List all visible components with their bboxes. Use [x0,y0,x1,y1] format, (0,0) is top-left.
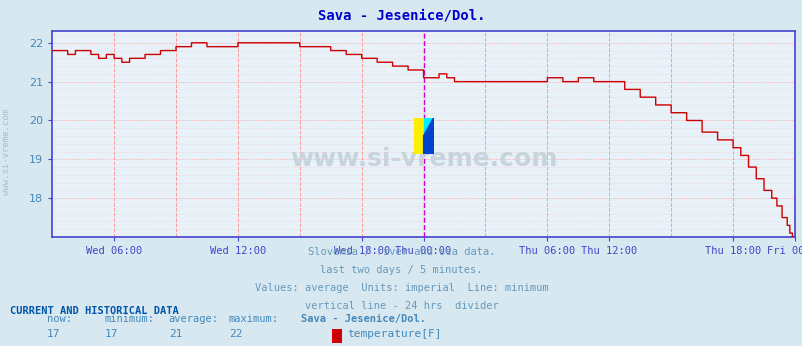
Text: Slovenia / river and sea data.: Slovenia / river and sea data. [307,247,495,257]
Text: 22: 22 [229,329,242,339]
Text: 17: 17 [104,329,118,339]
Polygon shape [413,118,423,154]
Text: 17: 17 [47,329,60,339]
Text: last two days / 5 minutes.: last two days / 5 minutes. [320,265,482,275]
Text: www.si-vreme.com: www.si-vreme.com [290,147,557,171]
Text: Values: average  Units: imperial  Line: minimum: Values: average Units: imperial Line: mi… [254,283,548,293]
Text: now:: now: [47,315,71,325]
Text: minimum:: minimum: [104,315,154,325]
Text: maximum:: maximum: [229,315,278,325]
Text: 21: 21 [168,329,182,339]
Text: www.si-vreme.com: www.si-vreme.com [2,109,11,195]
Text: vertical line - 24 hrs  divider: vertical line - 24 hrs divider [304,301,498,311]
Text: Sava - Jesenice/Dol.: Sava - Jesenice/Dol. [301,315,426,325]
Polygon shape [423,118,433,136]
Polygon shape [423,118,433,154]
Text: temperature[F]: temperature[F] [346,329,441,339]
Text: CURRENT AND HISTORICAL DATA: CURRENT AND HISTORICAL DATA [10,306,178,316]
Text: average:: average: [168,315,218,325]
Text: Sava - Jesenice/Dol.: Sava - Jesenice/Dol. [318,9,484,22]
